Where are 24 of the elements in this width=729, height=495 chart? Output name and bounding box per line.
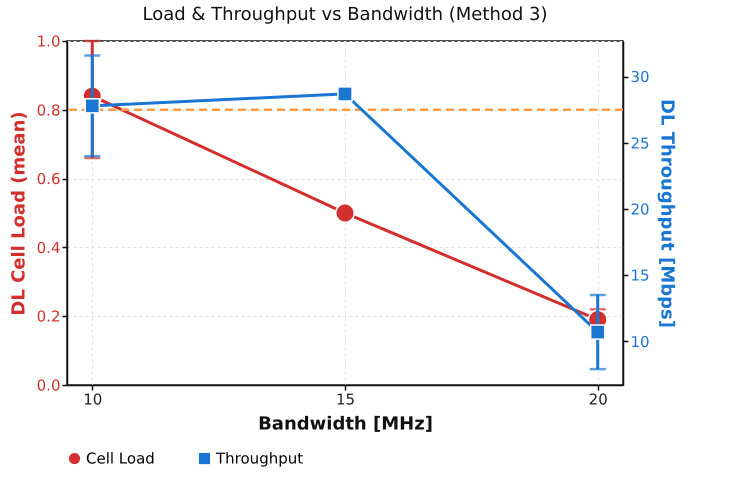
y-tick-label: 0.8 [36, 101, 60, 120]
y2-axis-title: DL Throughput [Mbps] [656, 99, 678, 328]
y-tick-label: 0.2 [36, 308, 60, 326]
y-tick-label: 0.0 [36, 376, 60, 394]
y-tick-label: 0.6 [36, 170, 60, 188]
legend-label: Cell Load [86, 450, 155, 468]
y2-tick-label: 30 [630, 68, 650, 86]
y2-tick-label: 15 [630, 266, 650, 285]
point [590, 324, 606, 340]
y-tick-label: 0.4 [36, 238, 60, 257]
legend-label: Throughput [215, 450, 304, 468]
x-tick-label: 15 [336, 390, 356, 408]
x-tick-label: 10 [83, 390, 102, 408]
y2-tick-label: 25 [630, 134, 650, 152]
chart-title: Load & Throughput vs Bandwidth (Method 3) [142, 4, 548, 25]
point [84, 98, 100, 114]
y-axis-title: DL Cell Load (mean) [8, 111, 30, 316]
y-tick-label: 1.0 [36, 32, 60, 50]
x-tick-label: 20 [588, 390, 608, 408]
y2-tick-label: 10 [630, 332, 650, 351]
x-axis-title: Bandwidth [MHz] [258, 414, 433, 434]
y2-tick-label: 20 [630, 200, 650, 219]
point [335, 203, 355, 223]
point [337, 86, 353, 102]
